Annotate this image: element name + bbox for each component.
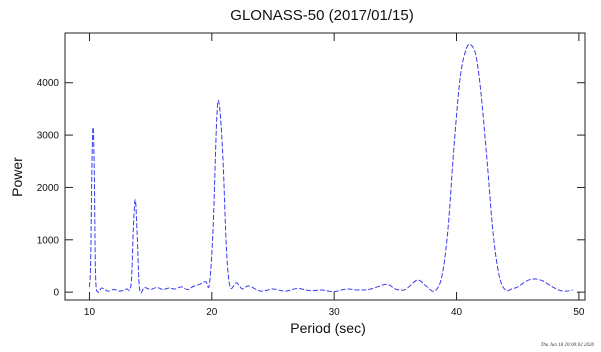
x-axis-label: Period (sec) xyxy=(290,320,365,336)
x-tick-label: 20 xyxy=(206,307,218,318)
chart-title: GLONASS-50 (2017/01/15) xyxy=(230,7,413,24)
y-tick-label: 1000 xyxy=(37,235,60,246)
plot-frame xyxy=(64,32,586,301)
series-line-power xyxy=(88,43,573,294)
y-tick-label: 3000 xyxy=(37,131,60,142)
y-tick-label: 0 xyxy=(53,288,59,299)
x-tick-label: 10 xyxy=(84,307,96,318)
x-tick-label: 50 xyxy=(573,307,585,318)
y-axis: 0 1000 2000 3000 4000 xyxy=(37,78,585,299)
y-tick-label: 4000 xyxy=(37,78,60,89)
timestamp-stamp: Thu Jun 18 20:00:02 2020 xyxy=(541,343,595,348)
y-tick-label: 2000 xyxy=(37,183,60,194)
y-axis-label: Power xyxy=(9,157,25,197)
x-tick-label: 40 xyxy=(451,307,463,318)
x-tick-label: 30 xyxy=(329,307,341,318)
x-axis: 10 20 30 40 50 xyxy=(84,33,585,318)
